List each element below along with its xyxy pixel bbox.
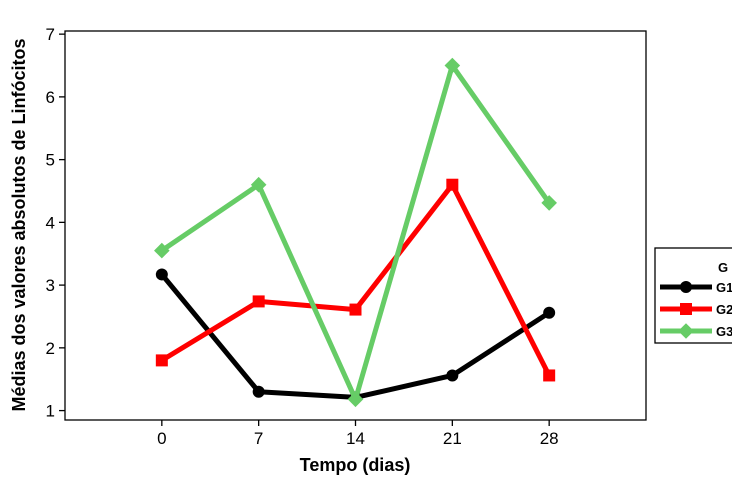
data-point-g1 xyxy=(252,385,265,398)
x-tick-label: 0 xyxy=(157,429,166,448)
series-line-g1 xyxy=(159,272,551,400)
series-layer xyxy=(154,57,557,408)
data-point-g2 xyxy=(349,303,362,316)
x-tick-label: 14 xyxy=(346,429,365,448)
x-tick-label: 21 xyxy=(443,429,462,448)
legend-marker-g1 xyxy=(680,281,692,293)
x-tick-label: 7 xyxy=(254,429,263,448)
data-point-g3 xyxy=(154,242,170,259)
y-tick-label: 6 xyxy=(46,88,55,107)
y-tick-label: 3 xyxy=(46,276,55,295)
y-axis-title: Médias dos valores absolutos de Linfócit… xyxy=(9,38,29,411)
legend-item-g2: G2 xyxy=(660,302,732,317)
series-g1 xyxy=(155,268,556,404)
legend-items: G1 G2 G3 xyxy=(660,280,732,339)
legend-label-g3: G3 xyxy=(716,324,732,339)
legend-marker-g3 xyxy=(678,323,694,339)
data-point-g3 xyxy=(347,391,364,408)
data-point-g2 xyxy=(543,369,556,382)
series-g3 xyxy=(154,57,557,408)
legend-marker-g2 xyxy=(680,303,692,315)
series-g2 xyxy=(155,178,556,382)
y-axis: 1 2 3 4 5 6 7 xyxy=(46,25,65,421)
x-axis-title: Tempo (dias) xyxy=(300,455,411,475)
legend-label-g1: G1 xyxy=(716,280,732,295)
data-point-g2 xyxy=(155,354,168,367)
legend-item-g1: G1 xyxy=(660,280,732,295)
data-point-g1 xyxy=(543,306,556,319)
legend-title: G xyxy=(718,260,728,275)
legend: G G1 G2 G3 xyxy=(654,247,732,344)
y-tick-label: 5 xyxy=(46,151,55,170)
data-point-g2 xyxy=(252,295,265,308)
plot-area-frame xyxy=(64,30,647,421)
data-point-g3 xyxy=(444,57,461,74)
x-axis: 0 7 14 21 28 xyxy=(157,420,559,448)
legend-box xyxy=(654,247,732,344)
data-point-g3 xyxy=(541,195,557,211)
data-point-g1 xyxy=(446,369,459,382)
legend-label-g2: G2 xyxy=(716,302,732,317)
data-point-g1 xyxy=(155,268,168,281)
y-tick-label: 7 xyxy=(46,25,55,44)
data-point-g3 xyxy=(250,176,267,193)
y-tick-label: 4 xyxy=(46,213,55,232)
y-tick-label: 1 xyxy=(46,402,55,421)
x-tick-label: 28 xyxy=(540,429,559,448)
data-point-g2 xyxy=(446,178,459,191)
y-tick-label: 2 xyxy=(46,339,55,358)
legend-item-g3: G3 xyxy=(660,323,732,339)
